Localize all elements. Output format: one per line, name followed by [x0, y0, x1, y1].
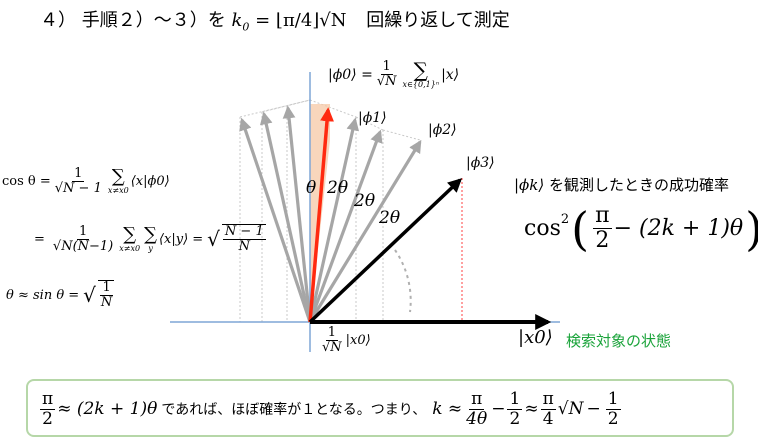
x0-component: 1 √N |x0⟩ — [322, 325, 371, 356]
phi0-definition: |ϕ0⟩ = 1 √N ∑ x∈{0,1}ⁿ |x⟩ — [328, 58, 460, 90]
theta-label: θ — [306, 178, 317, 198]
x0-caption: 検索対象の状態 — [566, 332, 672, 350]
success-label: |ϕk⟩ を観測したときの成功確率 — [514, 176, 730, 194]
cos-theta-eq: cos θ = 1 √N − 1 ∑ x≠x0 ⟨x|ϕ0⟩ — [2, 166, 170, 197]
x0-label: |x0⟩ — [518, 327, 553, 348]
phi0-sum: ∑ x∈{0,1}ⁿ — [402, 58, 440, 90]
heading-eq: = ⌊π/4⌋√N — [249, 10, 347, 31]
conclusion-box — [26, 379, 734, 437]
two-theta-label-1: 2θ — [327, 178, 349, 198]
phi2-arrow — [308, 129, 383, 323]
theta-approx-eq: θ ≈ sin θ = √ 1 N — [6, 280, 115, 311]
heading-suffix: 回繰り返して測定 — [366, 10, 510, 31]
phi0-arrow — [308, 107, 335, 323]
gray-arrow-2 — [259, 111, 312, 323]
phi1-label: |ϕ1⟩ — [358, 110, 387, 126]
phi3-arrow — [308, 178, 463, 324]
gray-arrow-6 — [308, 139, 422, 323]
conclusion-text: π 2 ≈ (2k + 1)θ であれば、ほぼ確率が１となる。つまり、 k ≈ … — [40, 388, 621, 429]
phi3-label: |ϕ3⟩ — [466, 155, 495, 171]
heading-k0: k0 — [231, 10, 250, 34]
gray-arrow-1 — [239, 117, 312, 323]
phi1-arrow — [308, 117, 360, 323]
phi0-frac: 1 √N — [376, 59, 397, 90]
two-theta-label-2: 2θ — [354, 191, 376, 211]
heading: ４） 手順２）～３）を k0 = ⌊π/4⌋√N 回繰り返して測定 — [40, 6, 510, 34]
gray-arrow-3 — [282, 105, 312, 323]
heading-prefix: ４） 手順２）～３）を — [40, 10, 226, 31]
cos-theta-eq-line2: = 1 √N(N−1) ∑ x≠x0 ∑ y ⟨x|y⟩ = √ N − 1 N — [34, 223, 266, 255]
phi0-term: |x⟩ — [441, 66, 460, 83]
phi2-label: |ϕ2⟩ — [428, 122, 457, 138]
reflection-arrows — [239, 105, 422, 323]
rotation-arc — [394, 249, 412, 313]
phi0-lhs: |ϕ0⟩ = — [328, 66, 373, 83]
two-theta-label-3: 2θ — [379, 208, 401, 228]
